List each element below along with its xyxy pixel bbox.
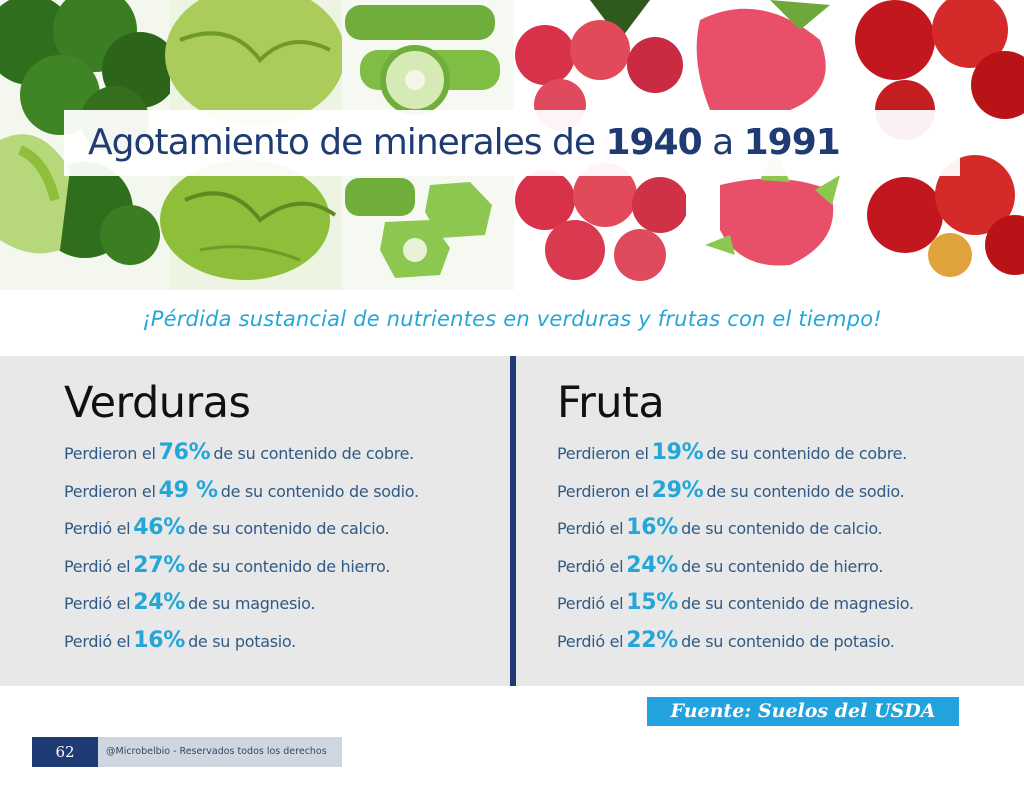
list-item: Perdieron el 76% de su contenido de cobre. xyxy=(64,434,419,472)
fruta-column: Fruta Perdieron el 19% de su contenido de … xyxy=(557,376,914,659)
page-title: Agotamiento de minerales de 1940 a 1991 xyxy=(88,116,948,170)
page-subtitle: ¡Pérdida sustancial de nutrientes en ver… xyxy=(142,307,882,331)
item-pre: Perdieron el xyxy=(557,444,649,463)
page-number: 62 xyxy=(32,737,98,767)
item-pct: 19% xyxy=(651,440,704,465)
list-item: Perdió el 27% de su contenido de hierro. xyxy=(64,547,419,585)
list-item: Perdieron el 19% de su contenido de cobre. xyxy=(557,434,914,472)
item-post: de su magnesio. xyxy=(188,594,316,613)
fruta-list: Perdieron el 19% de su contenido de cobre.… xyxy=(557,434,914,659)
list-item: Perdió el 22% de su contenido de potasio. xyxy=(557,622,914,660)
title-year-start: 1940 xyxy=(605,122,702,163)
item-pct: 46% xyxy=(133,515,186,540)
item-post: de su contenido de cobre. xyxy=(706,444,907,463)
list-item: Perdieron el 49 % de su contenido de sodio… xyxy=(64,472,419,510)
verduras-list: Perdieron el 76% de su contenido de cobre.… xyxy=(64,434,419,659)
item-pre: Perdió el xyxy=(64,594,131,613)
list-item: Perdió el 15% de su contenido de magnesio. xyxy=(557,584,914,622)
item-pct: 15% xyxy=(626,590,679,615)
copyright-notice: @Microbelbio - Reservados todos los dere… xyxy=(98,737,342,767)
item-pre: Perdieron el xyxy=(64,481,156,501)
title-year-end: 1991 xyxy=(743,122,841,163)
list-item: Perdió el 46% de su contenido de calcio. xyxy=(64,509,419,547)
list-item: Perdió el 24% de su contenido de hierro. xyxy=(557,547,914,585)
item-post: de su potasio. xyxy=(188,631,296,651)
item-pre: Perdió el xyxy=(64,556,131,576)
list-item: Perdieron el 29% de su contenido de sodio. xyxy=(557,472,914,510)
item-pct: 24% xyxy=(133,590,186,615)
fruta-heading: Fruta xyxy=(557,378,665,428)
item-post: de su contenido de cobre. xyxy=(213,444,414,463)
source-label: Fuente: Suelos del USDA xyxy=(647,697,959,726)
item-post: de su contenido de calcio. xyxy=(681,519,883,538)
verduras-column: Verduras Perdieron el 76% de su contenido … xyxy=(64,376,419,659)
item-pct: 24% xyxy=(626,552,679,578)
rambutan-image xyxy=(855,0,1024,290)
list-item: Perdió el 16% de su contenido de calcio. xyxy=(557,509,914,547)
item-pre: Perdió el xyxy=(64,631,131,651)
item-post: de su contenido de calcio. xyxy=(188,519,390,538)
item-post: de su contenido de sodio. xyxy=(220,481,419,501)
title-prefix: Agotamiento de minerales de xyxy=(88,122,596,163)
item-pre: Perdieron el xyxy=(64,444,156,463)
item-pct: 29% xyxy=(651,477,704,503)
item-post: de su contenido de magnesio. xyxy=(681,594,914,613)
verduras-heading: Verduras xyxy=(64,378,251,428)
item-pre: Perdió el xyxy=(64,519,131,538)
item-pct: 27% xyxy=(133,552,186,578)
item-pct: 22% xyxy=(626,627,679,653)
item-pct: 76% xyxy=(158,440,211,465)
item-pre: Perdió el xyxy=(557,519,624,538)
item-pct: 49 % xyxy=(158,477,218,503)
list-item: Perdió el 16% de su potasio. xyxy=(64,622,419,660)
item-pct: 16% xyxy=(133,627,186,653)
item-post: de su contenido de hierro. xyxy=(188,556,391,576)
savoy-cabbage-image xyxy=(160,0,345,290)
item-pre: Perdió el xyxy=(557,631,624,651)
item-pre: Perdieron el xyxy=(557,481,649,501)
item-post: de su contenido de hierro. xyxy=(681,556,884,576)
list-item: Perdió el 24% de su magnesio. xyxy=(64,584,419,622)
item-pre: Perdió el xyxy=(557,556,624,576)
title-backdrop xyxy=(64,110,960,176)
title-connector: a xyxy=(712,122,734,163)
item-post: de su contenido de potasio. xyxy=(681,631,895,651)
item-pre: Perdió el xyxy=(557,594,624,613)
column-divider xyxy=(510,356,516,686)
item-post: de su contenido de sodio. xyxy=(706,481,905,501)
item-pct: 16% xyxy=(626,515,679,540)
